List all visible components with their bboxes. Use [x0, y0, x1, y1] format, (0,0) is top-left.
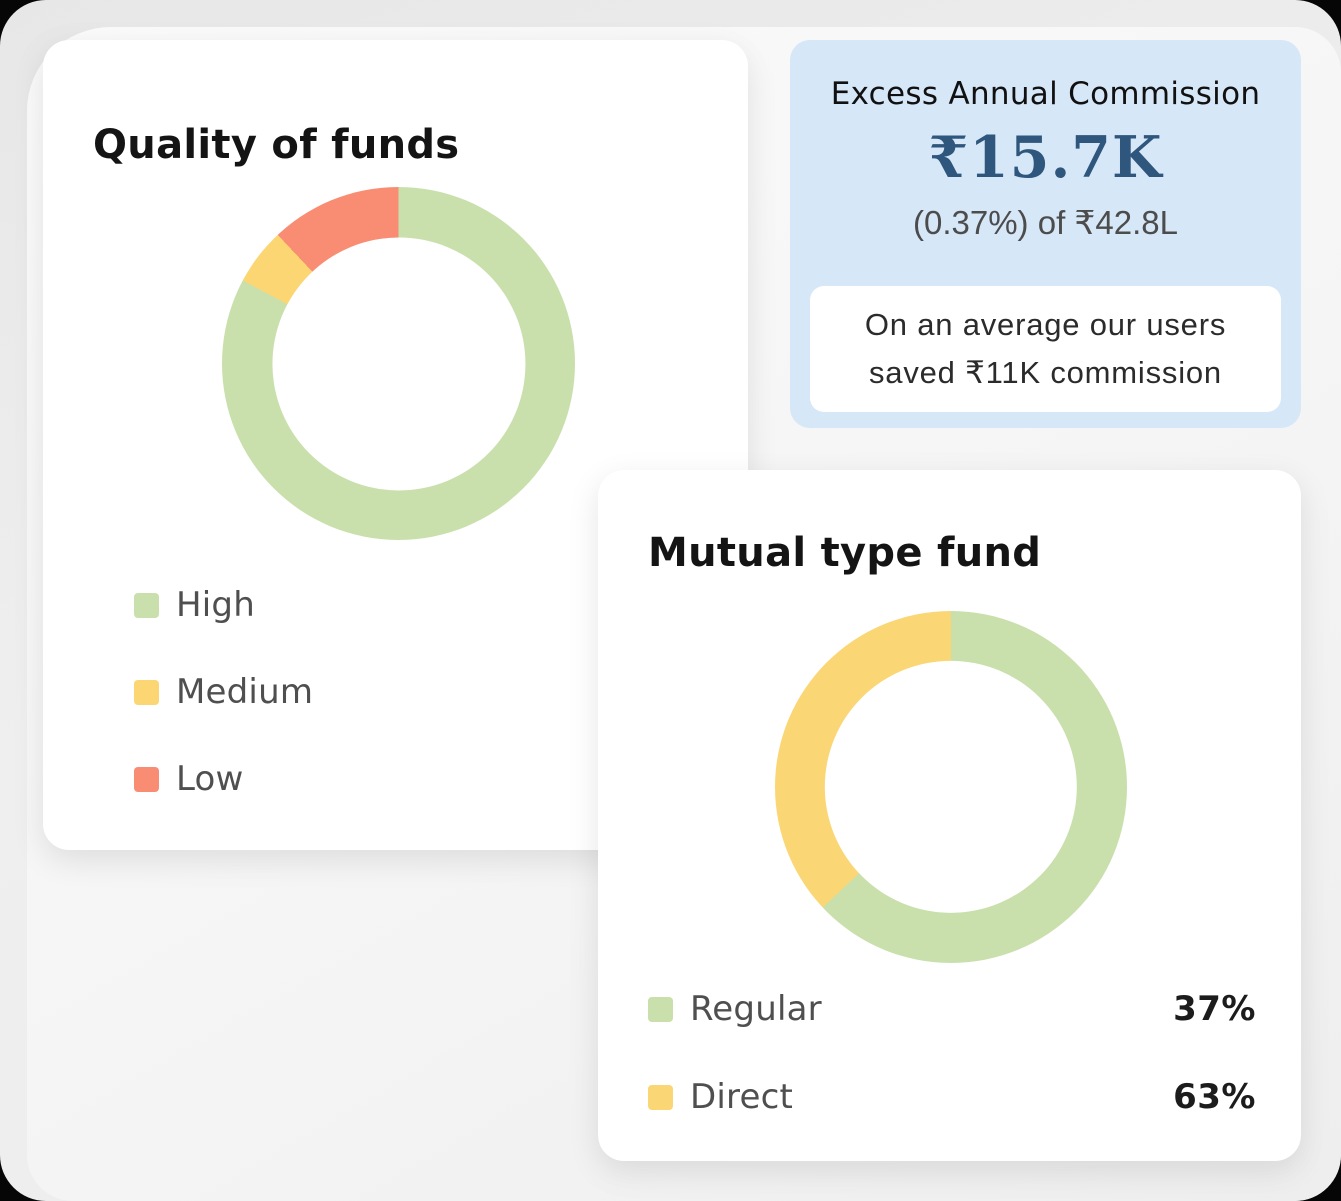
legend-label: High — [176, 585, 255, 625]
legend-label: Direct — [690, 1077, 794, 1117]
donut-hole — [271, 236, 526, 491]
legend-value: 37% — [1173, 989, 1256, 1029]
legend-swatch-low — [134, 766, 159, 792]
legend-label: Regular — [690, 989, 822, 1029]
note-line-2: saved ₹11K commission — [869, 355, 1222, 390]
mutual-donut-chart — [775, 611, 1127, 963]
legend-label: Medium — [176, 672, 314, 712]
legend-label: Low — [176, 759, 244, 799]
commission-value: ₹15.7K — [928, 124, 1163, 191]
legend-item-low: Low — [134, 759, 534, 799]
legend-swatch-regular — [648, 996, 673, 1022]
commission-card-title: Excess Annual Commission — [830, 76, 1261, 112]
legend-swatch-direct — [648, 1084, 673, 1110]
legend-item-high: High — [134, 585, 534, 625]
legend-item-direct: Direct 63% — [648, 1077, 1256, 1117]
quality-donut-chart — [222, 187, 575, 540]
legend-swatch-medium — [134, 679, 159, 705]
legend-item-medium: Medium — [134, 672, 534, 712]
legend-swatch-high — [134, 592, 159, 618]
quality-card-title: Quality of funds — [93, 122, 460, 168]
donut-hole — [824, 660, 1078, 914]
legend-value: 63% — [1173, 1077, 1256, 1117]
mutual-type-fund-card: Mutual type fund Regular 37% Direct 63% — [598, 470, 1301, 1161]
commission-subtitle: (0.37%) of ₹42.8L — [913, 204, 1178, 241]
excess-commission-card: Excess Annual Commission ₹15.7K (0.37%) … — [790, 40, 1301, 428]
note-line-1: On an average our users — [864, 307, 1227, 342]
commission-note-box: On an average our users saved ₹11K commi… — [810, 286, 1281, 412]
mutual-card-title: Mutual type fund — [648, 530, 1042, 576]
quality-of-funds-card: Quality of funds High Medium Low — [43, 40, 748, 850]
legend-item-regular: Regular 37% — [648, 989, 1256, 1029]
